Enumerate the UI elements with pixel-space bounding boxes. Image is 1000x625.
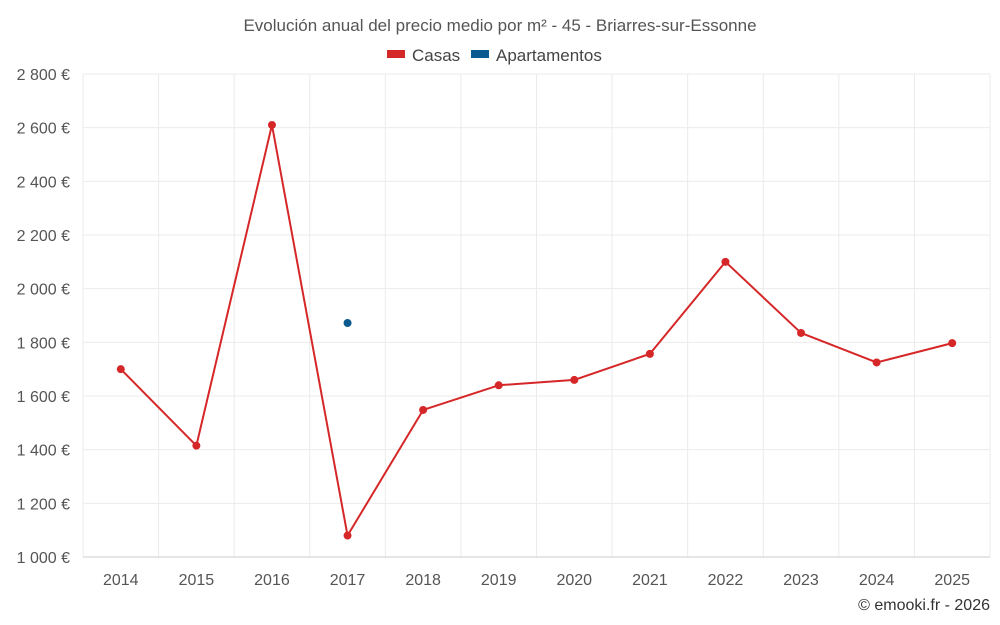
x-tick-label: 2015	[179, 572, 215, 589]
x-tick-label: 2017	[330, 572, 366, 589]
data-point-casas[interactable]	[797, 328, 806, 337]
series-line-casas	[120, 123, 953, 537]
data-point-casas[interactable]	[494, 381, 503, 390]
data-point-casas[interactable]	[116, 365, 125, 374]
x-tick-label: 2023	[783, 572, 819, 589]
legend-label-casas[interactable]: Casas	[412, 46, 460, 65]
data-point-casas[interactable]	[343, 531, 352, 540]
y-tick-label: 1 200 €	[17, 496, 70, 513]
data-point-apartamentos[interactable]	[343, 319, 352, 328]
y-tick-label: 1 800 €	[17, 335, 70, 352]
x-tick-label: 2019	[481, 572, 517, 589]
x-tick-label: 2025	[934, 572, 970, 589]
data-point-casas[interactable]	[645, 349, 654, 358]
data-point-casas[interactable]	[419, 405, 428, 414]
x-tick-label: 2014	[103, 572, 139, 589]
x-axis-ticks: 2014 2015 2016 2017 2018 2019 2020 2021 2022 2023…	[103, 572, 970, 589]
y-tick-label: 2 600 €	[17, 121, 70, 138]
data-point-casas[interactable]	[267, 120, 276, 129]
series-layer	[116, 120, 957, 540]
y-tick-label: 1 400 €	[17, 443, 70, 460]
y-tick-label: 2 400 €	[17, 174, 70, 191]
legend-swatch-apartamentos	[471, 50, 489, 58]
y-tick-label: 2 000 €	[17, 282, 70, 299]
legend-label-apartamentos[interactable]: Apartamentos	[496, 46, 602, 65]
x-tick-label: 2016	[254, 572, 290, 589]
y-axis-ticks: 1 000 € 1 200 € 1 400 € 1 600 € 1 800 € 2 000…	[17, 67, 70, 567]
chart-title: Evolución anual del precio medio por m² …	[243, 16, 756, 35]
grid-lines	[82, 73, 991, 558]
legend-swatch-casas	[387, 50, 405, 58]
x-tick-label: 2022	[708, 572, 744, 589]
data-point-casas[interactable]	[721, 257, 730, 266]
chart-legend: Casas Apartamentos	[387, 46, 602, 65]
data-point-casas[interactable]	[192, 441, 201, 450]
y-tick-label: 2 200 €	[17, 228, 70, 245]
x-tick-label: 2020	[556, 572, 592, 589]
y-tick-label: 1 600 €	[17, 389, 70, 406]
data-point-casas[interactable]	[948, 339, 957, 348]
x-tick-label: 2018	[405, 572, 441, 589]
credit-text: © emooki.fr - 2026	[858, 597, 990, 614]
x-tick-label: 2021	[632, 572, 668, 589]
y-tick-label: 2 800 €	[17, 67, 70, 84]
y-tick-label: 1 000 €	[17, 550, 70, 567]
data-point-casas[interactable]	[570, 375, 579, 384]
x-tick-label: 2024	[859, 572, 895, 589]
data-point-casas[interactable]	[872, 358, 881, 367]
